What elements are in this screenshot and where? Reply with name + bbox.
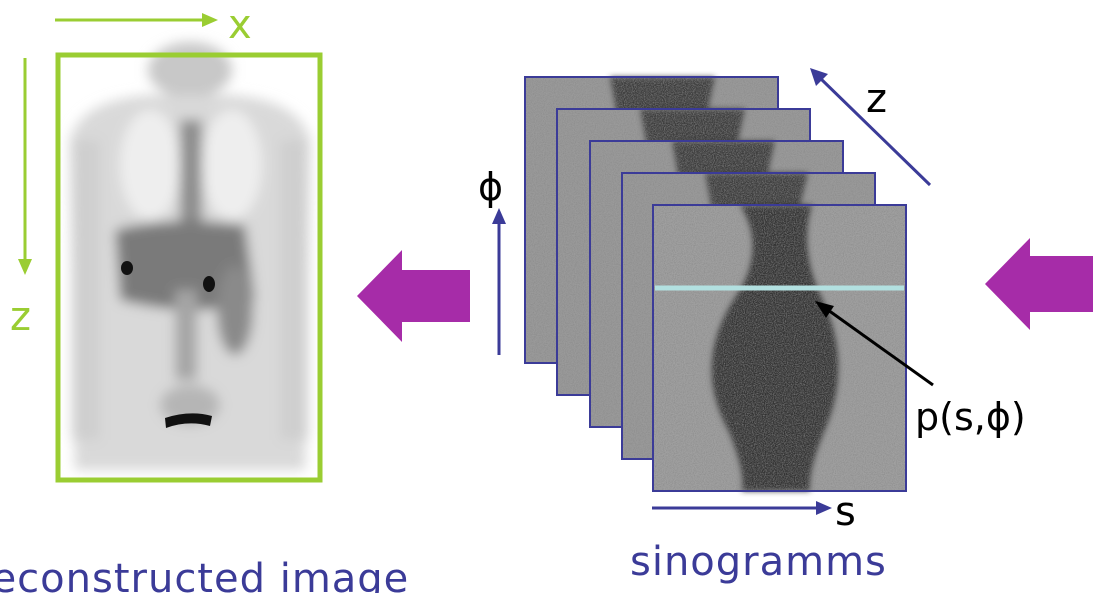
reconstructed-panel: x z — [0, 2, 409, 593]
stack-z-axis-arrow — [810, 68, 932, 187]
left-arrow-icon-middle — [357, 250, 470, 342]
s-axis-label: s — [835, 489, 856, 535]
x-axis-arrow — [55, 13, 218, 27]
point-label: p(s,ϕ) — [915, 395, 1026, 439]
sinogram-stack: ϕ z — [478, 68, 1026, 585]
phi-axis-label: ϕ — [478, 165, 503, 209]
sinogram-slice-front — [652, 204, 907, 492]
reconstructed-image-frame — [55, 52, 323, 483]
z-axis-arrow — [18, 58, 32, 275]
s-axis-arrow — [652, 501, 832, 515]
sinograms-caption: sinogramms — [630, 539, 887, 585]
z-axis-label: z — [10, 294, 31, 340]
body-scan-image — [58, 42, 320, 480]
left-arrow-icon-right — [985, 238, 1093, 330]
reconstructed-caption: reconstructed image — [0, 556, 409, 593]
x-axis-label: x — [228, 2, 252, 48]
point-pointer-arrow — [815, 301, 934, 387]
stack-z-axis-label: z — [866, 76, 887, 122]
phi-axis-arrow — [492, 208, 506, 355]
